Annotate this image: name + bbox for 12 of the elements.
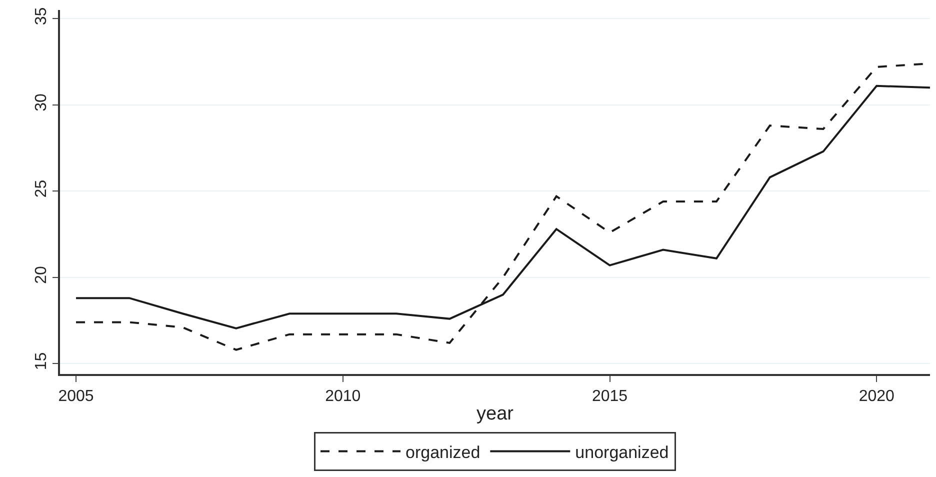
y-tick-label: 30 xyxy=(32,93,50,112)
x-tick-label: 2005 xyxy=(58,388,94,405)
y-tick-label: 20 xyxy=(32,266,50,284)
legend-label: unorganized xyxy=(575,442,669,462)
x-tick-label: 2020 xyxy=(858,388,895,405)
y-tick-label: 15 xyxy=(32,352,50,370)
x-tick-label: 2010 xyxy=(325,388,361,405)
x-axis-title: year xyxy=(476,403,514,424)
legend-label: organized xyxy=(406,442,480,462)
y-tick-label: 25 xyxy=(32,180,50,198)
y-tick-label: 35 xyxy=(32,7,50,26)
x-tick-label: 2015 xyxy=(592,388,628,405)
